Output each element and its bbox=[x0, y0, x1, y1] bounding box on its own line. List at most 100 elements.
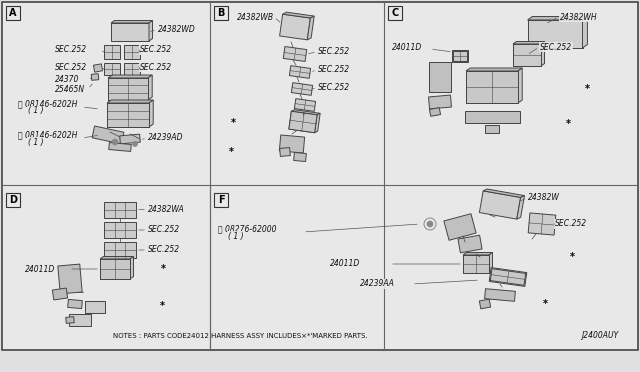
Polygon shape bbox=[280, 14, 310, 40]
Polygon shape bbox=[453, 51, 467, 61]
Text: 24382WD: 24382WD bbox=[158, 26, 196, 35]
Polygon shape bbox=[466, 71, 518, 103]
Polygon shape bbox=[85, 301, 105, 313]
Polygon shape bbox=[104, 222, 136, 238]
Polygon shape bbox=[484, 289, 515, 301]
Polygon shape bbox=[108, 78, 148, 100]
Text: 25465N: 25465N bbox=[55, 84, 85, 93]
Polygon shape bbox=[100, 257, 134, 259]
Polygon shape bbox=[66, 317, 74, 323]
Polygon shape bbox=[444, 214, 476, 240]
Polygon shape bbox=[107, 100, 153, 103]
Polygon shape bbox=[109, 142, 131, 151]
Polygon shape bbox=[58, 264, 82, 294]
Polygon shape bbox=[291, 110, 320, 115]
Text: B: B bbox=[218, 8, 225, 18]
Polygon shape bbox=[307, 16, 314, 40]
Text: ( 1 ): ( 1 ) bbox=[28, 138, 44, 147]
Polygon shape bbox=[528, 213, 556, 235]
Polygon shape bbox=[291, 83, 312, 95]
Polygon shape bbox=[541, 42, 545, 66]
Bar bbox=[6, 193, 20, 207]
Polygon shape bbox=[429, 108, 440, 116]
Text: SEC.252: SEC.252 bbox=[318, 83, 350, 93]
Polygon shape bbox=[289, 111, 317, 133]
Text: *: * bbox=[161, 264, 166, 274]
Text: SEC.252: SEC.252 bbox=[55, 45, 87, 55]
Polygon shape bbox=[582, 16, 588, 48]
Text: SEC.252: SEC.252 bbox=[318, 48, 350, 57]
Polygon shape bbox=[100, 259, 130, 279]
Polygon shape bbox=[466, 68, 522, 71]
Text: SEC.252: SEC.252 bbox=[540, 42, 572, 51]
Polygon shape bbox=[490, 269, 525, 285]
Text: 24239AD: 24239AD bbox=[148, 134, 184, 142]
Polygon shape bbox=[104, 242, 136, 258]
Polygon shape bbox=[124, 63, 140, 75]
Bar bbox=[388, 6, 402, 20]
Polygon shape bbox=[111, 20, 152, 23]
Text: 24382WA: 24382WA bbox=[148, 205, 185, 214]
Polygon shape bbox=[527, 16, 588, 20]
Polygon shape bbox=[466, 71, 518, 103]
Text: 24382W: 24382W bbox=[528, 193, 560, 202]
Polygon shape bbox=[108, 75, 152, 78]
Polygon shape bbox=[280, 148, 291, 156]
Bar bbox=[214, 193, 228, 207]
Polygon shape bbox=[429, 95, 451, 109]
Polygon shape bbox=[104, 63, 120, 75]
Text: F: F bbox=[218, 195, 224, 205]
Text: C: C bbox=[392, 8, 399, 18]
Text: ( 1 ): ( 1 ) bbox=[28, 106, 44, 115]
Text: SEC.252: SEC.252 bbox=[140, 62, 172, 71]
Text: *: * bbox=[230, 118, 236, 128]
Text: 24011D: 24011D bbox=[392, 42, 422, 51]
Polygon shape bbox=[463, 253, 493, 255]
Polygon shape bbox=[458, 235, 482, 253]
Circle shape bbox=[112, 139, 118, 145]
Bar bbox=[6, 6, 20, 20]
Polygon shape bbox=[279, 135, 305, 153]
Polygon shape bbox=[479, 191, 520, 219]
Text: *: * bbox=[159, 301, 164, 311]
Polygon shape bbox=[92, 126, 124, 144]
Text: *: * bbox=[566, 119, 570, 129]
Polygon shape bbox=[518, 68, 522, 103]
Polygon shape bbox=[148, 75, 152, 100]
Polygon shape bbox=[294, 99, 316, 111]
Text: 24011D: 24011D bbox=[330, 260, 360, 269]
Polygon shape bbox=[452, 50, 468, 62]
Text: SEC.252: SEC.252 bbox=[555, 219, 587, 228]
Polygon shape bbox=[485, 125, 499, 133]
Polygon shape bbox=[104, 202, 136, 218]
Text: NOTES : PARTS CODE24012 HARNESS ASSY INCLUDES×*'MARKED PARTS.: NOTES : PARTS CODE24012 HARNESS ASSY INC… bbox=[113, 333, 367, 339]
Polygon shape bbox=[513, 44, 541, 66]
Polygon shape bbox=[465, 111, 520, 123]
Text: J2400AUY: J2400AUY bbox=[580, 331, 618, 340]
Text: Ⓑ 08146-6202H: Ⓑ 08146-6202H bbox=[18, 131, 77, 140]
Polygon shape bbox=[489, 267, 527, 286]
Polygon shape bbox=[92, 74, 99, 80]
Text: *: * bbox=[228, 147, 234, 157]
Polygon shape bbox=[111, 23, 149, 41]
Polygon shape bbox=[463, 255, 489, 273]
Polygon shape bbox=[52, 288, 68, 300]
Polygon shape bbox=[489, 253, 493, 273]
Polygon shape bbox=[463, 255, 489, 273]
Polygon shape bbox=[104, 45, 120, 59]
Text: SEC.252: SEC.252 bbox=[148, 225, 180, 234]
Text: *: * bbox=[584, 84, 589, 94]
Text: 24239AA: 24239AA bbox=[360, 279, 395, 289]
Polygon shape bbox=[315, 113, 320, 133]
Polygon shape bbox=[120, 134, 140, 144]
Text: SEC.252: SEC.252 bbox=[318, 65, 350, 74]
Text: ( 1 ): ( 1 ) bbox=[228, 231, 244, 241]
Text: Ⓑ 08146-6202H: Ⓑ 08146-6202H bbox=[18, 99, 77, 109]
Polygon shape bbox=[107, 103, 149, 127]
Text: D: D bbox=[9, 195, 17, 205]
Text: 24370: 24370 bbox=[55, 76, 79, 84]
Polygon shape bbox=[527, 20, 582, 48]
Polygon shape bbox=[283, 12, 314, 18]
Text: 24382WB: 24382WB bbox=[237, 13, 274, 22]
Polygon shape bbox=[479, 299, 491, 309]
